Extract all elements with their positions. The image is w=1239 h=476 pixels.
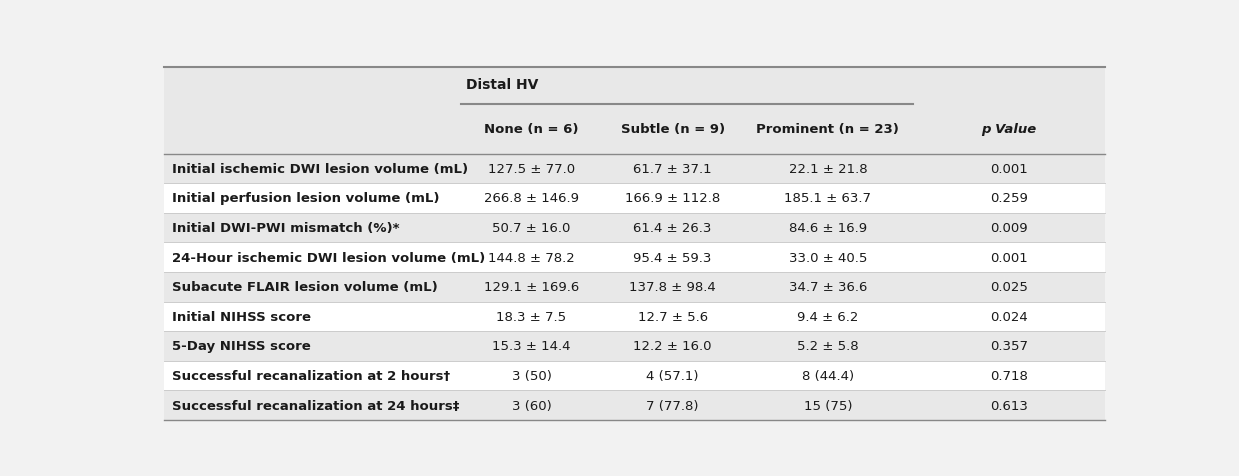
Text: 5-Day NIHSS score: 5-Day NIHSS score (172, 340, 311, 353)
Text: 3 (60): 3 (60) (512, 399, 551, 412)
Text: 0.009: 0.009 (990, 221, 1028, 235)
Text: 15.3 ± 14.4: 15.3 ± 14.4 (492, 340, 571, 353)
Text: 8 (44.4): 8 (44.4) (802, 369, 854, 382)
Text: 5.2 ± 5.8: 5.2 ± 5.8 (797, 340, 859, 353)
Text: None (n = 6): None (n = 6) (484, 123, 579, 136)
Text: 7 (77.8): 7 (77.8) (647, 399, 699, 412)
Text: Subacute FLAIR lesion volume (mL): Subacute FLAIR lesion volume (mL) (172, 281, 437, 294)
Text: 166.9 ± 112.8: 166.9 ± 112.8 (624, 192, 720, 205)
Text: 22.1 ± 21.8: 22.1 ± 21.8 (788, 162, 867, 176)
Text: Initial NIHSS score: Initial NIHSS score (172, 310, 311, 323)
Text: 0.613: 0.613 (990, 399, 1028, 412)
Text: 61.7 ± 37.1: 61.7 ± 37.1 (633, 162, 712, 176)
Text: Subtle (n = 9): Subtle (n = 9) (621, 123, 725, 136)
Bar (165, 243, 1105, 272)
Text: 84.6 ± 16.9: 84.6 ± 16.9 (789, 221, 867, 235)
Text: Successful recanalization at 2 hours†: Successful recanalization at 2 hours† (172, 369, 450, 382)
Text: 0.001: 0.001 (990, 251, 1028, 264)
Text: 12.2 ± 16.0: 12.2 ± 16.0 (633, 340, 712, 353)
Text: 0.025: 0.025 (990, 281, 1028, 294)
Text: 12.7 ± 5.6: 12.7 ± 5.6 (638, 310, 707, 323)
Text: 33.0 ± 40.5: 33.0 ± 40.5 (789, 251, 867, 264)
Text: Distal HV: Distal HV (466, 78, 538, 91)
Bar (165, 68, 1105, 154)
Text: 15 (75): 15 (75) (804, 399, 852, 412)
Text: Prominent (n = 23): Prominent (n = 23) (757, 123, 900, 136)
Text: 18.3 ± 7.5: 18.3 ± 7.5 (497, 310, 566, 323)
Text: 0.357: 0.357 (990, 340, 1028, 353)
Text: Initial ischemic DWI lesion volume (mL): Initial ischemic DWI lesion volume (mL) (172, 162, 468, 176)
Text: 0.718: 0.718 (990, 369, 1028, 382)
Text: 129.1 ± 169.6: 129.1 ± 169.6 (484, 281, 579, 294)
Text: 95.4 ± 59.3: 95.4 ± 59.3 (633, 251, 712, 264)
Text: 0.001: 0.001 (990, 162, 1028, 176)
Text: 34.7 ± 36.6: 34.7 ± 36.6 (789, 281, 867, 294)
Text: 4 (57.1): 4 (57.1) (647, 369, 699, 382)
Text: 50.7 ± 16.0: 50.7 ± 16.0 (492, 221, 571, 235)
Text: Initial perfusion lesion volume (mL): Initial perfusion lesion volume (mL) (172, 192, 440, 205)
Text: 185.1 ± 63.7: 185.1 ± 63.7 (784, 192, 871, 205)
Bar (165, 272, 1105, 302)
Text: 266.8 ± 146.9: 266.8 ± 146.9 (484, 192, 579, 205)
Bar (165, 154, 1105, 184)
Bar (165, 390, 1105, 420)
Bar (165, 302, 1105, 331)
Text: 9.4 ± 6.2: 9.4 ± 6.2 (797, 310, 859, 323)
Text: Successful recanalization at 24 hours‡: Successful recanalization at 24 hours‡ (172, 399, 460, 412)
Text: 0.259: 0.259 (990, 192, 1028, 205)
Bar (165, 361, 1105, 390)
Text: 3 (50): 3 (50) (512, 369, 551, 382)
Bar (165, 213, 1105, 243)
Text: 61.4 ± 26.3: 61.4 ± 26.3 (633, 221, 712, 235)
Text: 127.5 ± 77.0: 127.5 ± 77.0 (488, 162, 575, 176)
Text: p Value: p Value (981, 123, 1037, 136)
Text: Initial DWI-PWI mismatch (%)*: Initial DWI-PWI mismatch (%)* (172, 221, 400, 235)
Text: 137.8 ± 98.4: 137.8 ± 98.4 (629, 281, 716, 294)
Text: 24-Hour ischemic DWI lesion volume (mL): 24-Hour ischemic DWI lesion volume (mL) (172, 251, 486, 264)
Bar (165, 184, 1105, 213)
Text: 144.8 ± 78.2: 144.8 ± 78.2 (488, 251, 575, 264)
Text: 0.024: 0.024 (990, 310, 1028, 323)
Bar (165, 331, 1105, 361)
